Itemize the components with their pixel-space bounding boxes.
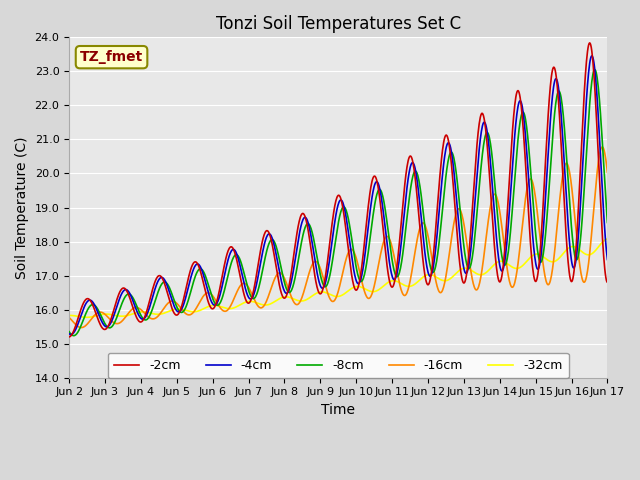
-8cm	[591, 67, 598, 72]
-8cm	[303, 221, 310, 227]
-32cm	[83, 314, 90, 320]
-4cm	[604, 257, 611, 263]
-32cm	[284, 294, 291, 300]
-2cm	[283, 292, 291, 298]
Legend: -2cm, -4cm, -8cm, -16cm, -32cm: -2cm, -4cm, -8cm, -16cm, -32cm	[108, 353, 569, 378]
-8cm	[604, 220, 611, 226]
-2cm	[485, 164, 493, 170]
-16cm	[121, 315, 129, 321]
Line: -8cm: -8cm	[69, 70, 607, 336]
-2cm	[495, 277, 502, 283]
-32cm	[435, 276, 443, 282]
-16cm	[77, 324, 85, 330]
-8cm	[495, 231, 503, 237]
-16cm	[435, 289, 443, 295]
-16cm	[486, 210, 493, 216]
-16cm	[598, 144, 606, 150]
Title: Tonzi Soil Temperatures Set C: Tonzi Soil Temperatures Set C	[216, 15, 461, 33]
Line: -32cm: -32cm	[69, 239, 607, 317]
-4cm	[435, 206, 443, 212]
X-axis label: Time: Time	[321, 403, 355, 417]
-32cm	[303, 297, 310, 302]
Line: -2cm: -2cm	[69, 43, 607, 337]
-32cm	[486, 267, 493, 273]
-16cm	[303, 278, 310, 284]
-32cm	[604, 236, 611, 242]
-4cm	[495, 259, 503, 265]
-16cm	[495, 205, 503, 211]
-4cm	[284, 290, 291, 296]
-2cm	[586, 40, 593, 46]
-32cm	[65, 312, 73, 318]
-8cm	[65, 329, 73, 335]
-2cm	[65, 334, 73, 340]
-4cm	[486, 148, 493, 154]
-8cm	[121, 295, 129, 300]
-4cm	[121, 287, 129, 293]
-4cm	[588, 53, 596, 59]
-2cm	[435, 186, 443, 192]
-32cm	[495, 259, 503, 264]
Line: -4cm: -4cm	[69, 56, 607, 335]
-2cm	[120, 285, 128, 291]
-8cm	[486, 135, 493, 141]
-16cm	[65, 315, 73, 321]
Y-axis label: Soil Temperature (C): Soil Temperature (C)	[15, 136, 29, 279]
-8cm	[70, 333, 77, 338]
Text: TZ_fmet: TZ_fmet	[80, 50, 143, 64]
-2cm	[302, 218, 310, 224]
-4cm	[303, 216, 310, 222]
-8cm	[284, 288, 291, 294]
-8cm	[435, 238, 443, 243]
-16cm	[284, 283, 291, 288]
-32cm	[121, 313, 129, 319]
Line: -16cm: -16cm	[69, 147, 607, 327]
-4cm	[65, 331, 73, 336]
-2cm	[604, 279, 611, 285]
-4cm	[67, 332, 75, 337]
-16cm	[604, 170, 611, 176]
